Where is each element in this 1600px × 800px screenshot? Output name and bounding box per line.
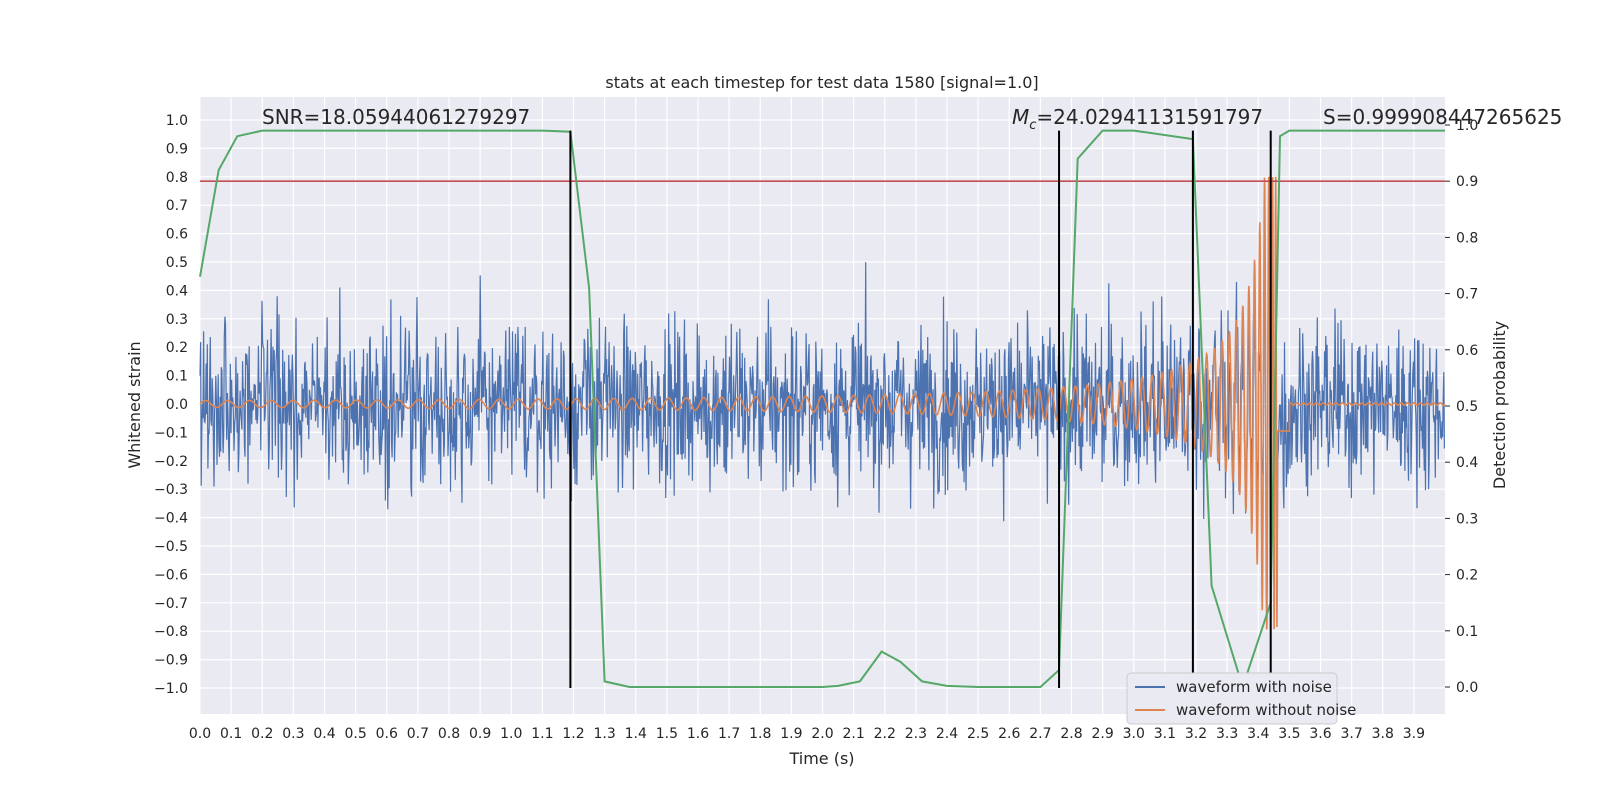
chart-title: stats at each timestep for test data 158… [605, 73, 1038, 92]
grid [199, 97, 1445, 714]
y2-tick-label: 0.4 [1456, 455, 1478, 471]
chirp-mass-symbol: M [1012, 105, 1029, 129]
y-tick-label: 0.5 [166, 255, 188, 271]
y-tick-label: 1.0 [166, 113, 188, 129]
x-tick-label: 2.7 [1029, 726, 1051, 742]
legend: waveform with noise waveform without noi… [1126, 672, 1356, 725]
y2-tick-label: 0.6 [1456, 343, 1478, 359]
x-tick-label: 2.8 [1060, 726, 1082, 742]
y-tick-label: 0.2 [166, 340, 188, 356]
x-tick-label: 1.4 [625, 726, 647, 742]
clean-series-path [199, 176, 1446, 631]
y-tick-label: −0.9 [154, 653, 188, 669]
x-tick-label: 3.9 [1403, 726, 1425, 742]
x-tick-label: 1.0 [500, 726, 522, 742]
x-tick-label: 0.5 [344, 726, 366, 742]
x-tick-label: 2.1 [842, 726, 864, 742]
x-tick-label: 3.5 [1278, 726, 1300, 742]
y-tick-label: −0.2 [154, 454, 188, 470]
x-tick-label: 0.9 [469, 726, 491, 742]
legend-label-without-noise: waveform without noise [1176, 701, 1356, 719]
x-tick-label: 0.6 [376, 726, 398, 742]
y2-tick-label: 0.1 [1456, 624, 1478, 640]
probability-series-path [199, 129, 1445, 691]
y-tick-label: 0.7 [166, 198, 188, 214]
x-tick-label: 2.2 [874, 726, 896, 742]
x-tick-label: 1.9 [780, 726, 802, 742]
x-tick-label: 3.6 [1309, 726, 1331, 742]
x-tick-label: 3.4 [1247, 726, 1269, 742]
x-tick-label: 0.1 [220, 726, 242, 742]
waveform-without-noise [199, 176, 1446, 631]
x-tick-labels: 0.0 0.1 0.2 0.3 0.4 0.5 0.6 0.7 0.8 0.9 1.0 1.1 1.2 1… [189, 726, 1425, 742]
y2-tick-label: 1.0 [1456, 118, 1478, 134]
x-tick-label: 0.4 [313, 726, 335, 742]
y2-tick-label: 0.2 [1456, 568, 1478, 584]
x-tick-label: 1.8 [749, 726, 771, 742]
y2-tick-labels: 1.0 0.9 0.8 0.7 0.6 0.5 0.4 0.3 0.2 0.1 0.0 [1445, 118, 1478, 696]
chirp-mass-value: =24.02941131591797 [1036, 105, 1263, 129]
x-tick-label: 2.5 [967, 726, 989, 742]
x-axis-label: Time (s) [788, 749, 854, 768]
detection-probability-line [199, 129, 1445, 691]
x-tick-label: 3.1 [1154, 726, 1176, 742]
x-tick-label: 3.3 [1216, 726, 1238, 742]
x-tick-label: 0.3 [282, 726, 304, 742]
y2-tick-label: 0.9 [1456, 174, 1478, 190]
vertical-markers [569, 130, 1272, 688]
y2-axis-label: Detection probability [1490, 321, 1509, 489]
x-tick-label: 0.0 [189, 726, 211, 742]
y2-tick-label: 0.8 [1456, 230, 1478, 246]
x-tick-label: 2.4 [936, 726, 958, 742]
y-tick-label: 0.9 [166, 141, 188, 157]
x-tick-label: 1.7 [718, 726, 740, 742]
x-tick-label: 0.2 [251, 726, 273, 742]
snr-annotation: SNR=18.05944061279297 [262, 105, 530, 129]
x-tick-label: 1.6 [687, 726, 709, 742]
y-tick-label: 0.8 [166, 170, 188, 186]
y-tick-label: −0.1 [154, 425, 188, 441]
y-tick-label: 0.4 [166, 283, 188, 299]
chirp-mass-annotation: Mc=24.02941131591797 [1012, 105, 1263, 133]
x-tick-label: 1.3 [593, 726, 615, 742]
y-tick-label: −0.4 [154, 511, 188, 527]
y-tick-label: −0.3 [154, 482, 188, 498]
y-tick-label: −0.5 [154, 539, 188, 555]
y-tick-label: 0.1 [166, 369, 188, 385]
y-tick-label: −0.7 [154, 596, 188, 612]
x-tick-label: 0.7 [407, 726, 429, 742]
x-tick-label: 3.7 [1340, 726, 1362, 742]
x-tick-label: 3.8 [1372, 726, 1394, 742]
x-tick-label: 2.6 [998, 726, 1020, 742]
x-tick-label: 0.8 [438, 726, 460, 742]
y-tick-labels: 1.0 0.9 0.8 0.7 0.6 0.5 0.4 0.3 0.2 0.1 0.0 −0.1 −0.… [154, 113, 188, 697]
x-tick-label: 3.2 [1185, 726, 1207, 742]
y-tick-label: 0.3 [166, 312, 188, 328]
s-annotation: S=0.999908447265625 [1323, 105, 1562, 129]
x-tick-label: 1.5 [656, 726, 678, 742]
x-tick-label: 2.3 [905, 726, 927, 742]
x-tick-label: 1.2 [562, 726, 584, 742]
x-tick-label: 2.9 [1091, 726, 1113, 742]
x-tick-label: 3.0 [1123, 726, 1145, 742]
y2-tick-label: 0.7 [1456, 287, 1478, 303]
chirp-mass-subscript: c [1029, 118, 1036, 133]
y-axis-label: Whitened strain [125, 341, 144, 468]
legend-box [1126, 672, 1338, 725]
y-tick-label: 0.0 [166, 397, 188, 413]
y2-tick-label: 0.0 [1456, 680, 1478, 696]
y-tick-label: −0.6 [154, 567, 188, 583]
y2-tick-label: 0.3 [1456, 511, 1478, 527]
y-tick-label: 0.6 [166, 227, 188, 243]
y2-tick-label: 0.5 [1456, 399, 1478, 415]
y-tick-label: −1.0 [154, 681, 188, 697]
y-tick-label: −0.8 [154, 624, 188, 640]
x-tick-label: 1.1 [531, 726, 553, 742]
x-tick-label: 2.0 [811, 726, 833, 742]
legend-label-with-noise: waveform with noise [1176, 678, 1332, 696]
